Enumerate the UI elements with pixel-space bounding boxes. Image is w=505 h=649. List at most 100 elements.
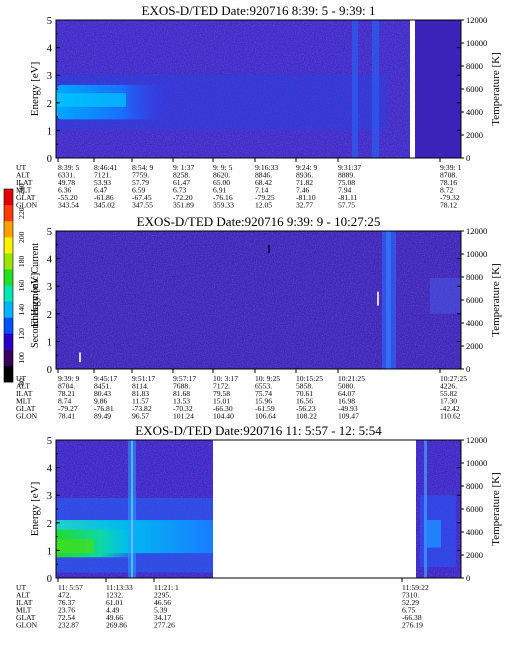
panel-title: EXOS-D/TED Date:920716 11: 5:57 - 12: 5:… bbox=[135, 423, 382, 438]
ephemeris-cell: 7310. bbox=[402, 591, 419, 600]
ephemeris-cell: 7.46 bbox=[296, 186, 309, 195]
colorbar: 80 100 120 140 160 180 200 220 240 Second Harmoni… bbox=[3, 183, 41, 386]
ephemeris-cell: 8114. bbox=[132, 382, 149, 391]
ephemeris-cell: 8704. bbox=[58, 382, 75, 391]
ephemeris-cell: 15.01 bbox=[213, 397, 230, 406]
ephemeris-cell: 23.76 bbox=[58, 606, 75, 615]
ephemeris-cell: 5858. bbox=[296, 382, 313, 391]
temperature-tick-label: 10000 bbox=[466, 249, 487, 259]
ephemeris-cell: 232.87 bbox=[58, 621, 79, 630]
temperature-tick-label: 2000 bbox=[466, 130, 483, 140]
ephemeris-cell: 75.74 bbox=[255, 389, 272, 398]
ephemeris-cell: 9:39: 9 bbox=[58, 374, 80, 383]
colorbar-tick-label: 220 bbox=[17, 207, 26, 219]
ephemeris-cell: 49.66 bbox=[106, 613, 123, 622]
temperature-tick-label: 0 bbox=[466, 364, 470, 374]
spectrogram-field bbox=[56, 20, 461, 158]
ephemeris-row-label: GLAT bbox=[16, 193, 36, 202]
ephemeris-cell: 64.07 bbox=[338, 389, 355, 398]
ephemeris-cell: 71.82 bbox=[296, 178, 313, 187]
ephemeris-row-label: ALT bbox=[16, 591, 30, 600]
ephemeris-cell: 55.82 bbox=[440, 389, 457, 398]
colorbar-label: Second Harmonic Current bbox=[30, 243, 41, 348]
ephemeris-cell: 78.12 bbox=[440, 201, 457, 210]
ephemeris-cell: 10:15:25 bbox=[296, 374, 323, 383]
ephemeris-cell: 49.78 bbox=[58, 178, 75, 187]
ephemeris-row-label: GLAT bbox=[16, 613, 36, 622]
ephemeris-cell: 76.37 bbox=[58, 598, 75, 607]
ephemeris-cell: 110.62 bbox=[440, 412, 461, 421]
ephemeris-cell: 72.54 bbox=[58, 613, 75, 622]
energy-tick-label: 5 bbox=[47, 436, 52, 447]
ephemeris-cell: 78.21 bbox=[58, 389, 75, 398]
colorbar-tick-label: 140 bbox=[17, 304, 26, 316]
energy-tick-label: 2 bbox=[47, 310, 52, 321]
colorbar-segment bbox=[4, 317, 13, 335]
colorbar-segment bbox=[4, 205, 13, 222]
ephemeris-cell: 7172. bbox=[213, 382, 230, 391]
colorbar-segment bbox=[4, 349, 13, 367]
ephemeris-cell: 16.98 bbox=[338, 397, 355, 406]
ephemeris-cell: 269.86 bbox=[106, 621, 127, 630]
ephemeris-cell: 5080. bbox=[338, 382, 355, 391]
energy-tick-label: 1 bbox=[47, 337, 52, 348]
temperature-tick-label: 6000 bbox=[466, 504, 483, 514]
ephemeris-cell: 96.57 bbox=[132, 412, 149, 421]
colorbar-segment bbox=[4, 301, 13, 319]
energy-tick-label: 0 bbox=[47, 365, 52, 376]
ephemeris-cell: 8846. bbox=[255, 171, 272, 180]
energy-tick-label: 3 bbox=[47, 282, 52, 293]
colorbar-tick-label: 120 bbox=[17, 328, 26, 340]
ephemeris-cell: 9:39: 1 bbox=[440, 163, 462, 172]
ephemeris-cell: 6553. bbox=[255, 382, 272, 391]
ephemeris-cell: -72.20 bbox=[173, 193, 193, 202]
ephemeris-cell: -56.23 bbox=[296, 404, 316, 413]
ephemeris-row-label: MLT bbox=[16, 397, 32, 406]
ephemeris-cell: 7.94 bbox=[338, 186, 351, 195]
temperature-tick-label: 8000 bbox=[466, 481, 483, 491]
ephemeris-cell: 9.86 bbox=[94, 397, 107, 406]
ephemeris-cell: 61.01 bbox=[106, 598, 123, 607]
ephemeris-cell: 11: 5:57 bbox=[58, 583, 83, 592]
ephemeris-cell: 34.17 bbox=[154, 613, 171, 622]
ephemeris-row-label: ILAT bbox=[16, 178, 33, 187]
temperature-tick-label: 10000 bbox=[466, 458, 487, 468]
energy-tick-label: 2 bbox=[47, 519, 52, 530]
ephemeris-cell: 65.00 bbox=[213, 178, 230, 187]
ephemeris-row-label: GLAT bbox=[16, 404, 36, 413]
ephemeris-cell: 17.30 bbox=[440, 397, 457, 406]
ephemeris-cell: -81.11 bbox=[338, 193, 358, 202]
energy-tick-label: 0 bbox=[47, 574, 52, 585]
ephemeris-cell: 7.14 bbox=[255, 186, 268, 195]
ephemeris-cell: 6.59 bbox=[132, 186, 145, 195]
temperature-axis-label: Temperature [K] bbox=[490, 52, 502, 125]
colorbar-segment bbox=[4, 333, 13, 351]
ephemeris-cell: 10: 3:17 bbox=[213, 374, 238, 383]
ephemeris-cell: 15.96 bbox=[255, 397, 272, 406]
energy-tick-label: 2 bbox=[47, 99, 52, 110]
ephemeris-cell: 10:27:25 bbox=[440, 374, 467, 383]
ephemeris-cell: 5.39 bbox=[154, 606, 167, 615]
colorbar-segment bbox=[4, 189, 13, 206]
temperature-tick-label: 8000 bbox=[466, 61, 483, 71]
ephemeris-row-label: ILAT bbox=[16, 389, 33, 398]
ephemeris-cell: 7688. bbox=[173, 382, 190, 391]
energy-tick-label: 1 bbox=[47, 126, 52, 137]
ephemeris-cell: 61.47 bbox=[173, 178, 190, 187]
ephemeris-cell: 8889. bbox=[338, 171, 355, 180]
ephemeris-cell: 472. bbox=[58, 591, 71, 600]
energy-tick-label: 3 bbox=[47, 71, 52, 82]
ephemeris-cell: 8451. bbox=[94, 382, 111, 391]
ephemeris-cell: 10:21:25 bbox=[338, 374, 365, 383]
ephemeris-cell: -61.59 bbox=[255, 404, 275, 413]
energy-tick-label: 0 bbox=[47, 154, 52, 165]
ephemeris-cell: 10: 9:25 bbox=[255, 374, 280, 383]
ephemeris-cell: -76.81 bbox=[94, 404, 114, 413]
colorbar-tick-label: 80 bbox=[17, 378, 26, 386]
ephemeris-cell: -79.25 bbox=[255, 193, 275, 202]
ephemeris-cell: 46.56 bbox=[154, 598, 171, 607]
temperature-tick-label: 6000 bbox=[466, 295, 483, 305]
